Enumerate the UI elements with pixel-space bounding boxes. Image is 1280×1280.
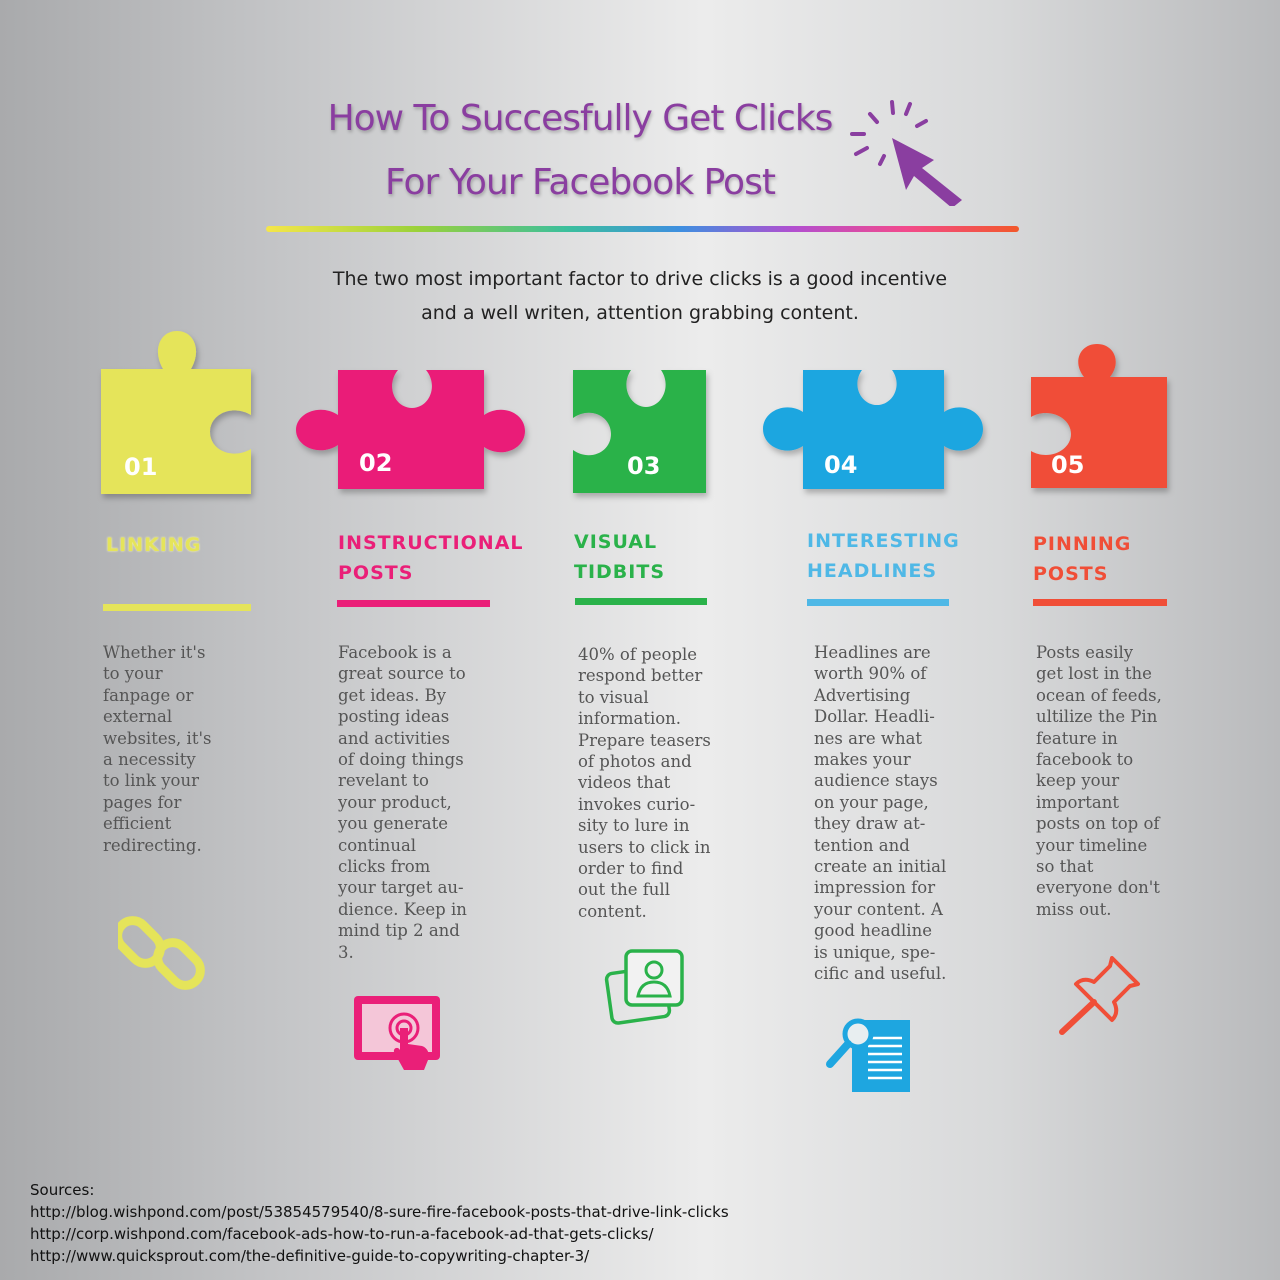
cursor-click-icon — [850, 100, 962, 206]
page-title-line-1: How To Succesfully Get Clicks — [327, 98, 834, 139]
tip-text-01: Whether it's to your fanpage or external… — [103, 643, 212, 855]
sources-block: Sources: http://blog.wishpond.com/post/5… — [30, 1179, 729, 1267]
puzzle-piece-03 — [573, 370, 706, 493]
source-link-3[interactable]: http://www.quicksprout.com/the-definitiv… — [30, 1247, 590, 1265]
source-link-2[interactable]: http://corp.wishpond.com/facebook-ads-ho… — [30, 1225, 654, 1243]
puzzle-piece-02 — [296, 370, 525, 489]
tip-text-04: Headlines are worth 90% of Advertising D… — [814, 643, 947, 984]
chain-link-icon — [118, 916, 205, 990]
tip-number-04: 04 — [824, 451, 857, 479]
puzzle-pieces: 01 02 03 04 05 — [101, 331, 1167, 494]
document-search-icon — [826, 1018, 910, 1092]
push-pin-icon — [1059, 956, 1140, 1035]
page-title-line-2: For Your Facebook Post — [385, 162, 776, 203]
tip-text-03: 40% of people respond better to visual i… — [578, 645, 711, 921]
tip-label-02: INSTRUCTIONAL POSTS — [338, 532, 524, 584]
tip-underline-05 — [1033, 599, 1167, 606]
puzzle-piece-01 — [101, 331, 251, 494]
puzzle-piece-04 — [763, 370, 983, 489]
tip-label-01: LINKING — [106, 534, 202, 556]
tip-underline-03 — [575, 598, 707, 605]
tip-label-05: PINNING POSTS — [1033, 533, 1132, 585]
tip-number-01: 01 — [124, 453, 157, 481]
tip-underline-01 — [103, 604, 251, 611]
intro-line-2: and a well writen, attention grabbing co… — [421, 302, 859, 324]
tip-number-02: 02 — [359, 449, 392, 477]
photo-profile-icon — [604, 949, 684, 1025]
tip-underline-02 — [337, 600, 490, 607]
intro-line-1: The two most important factor to drive c… — [332, 268, 948, 290]
sources-heading: Sources: — [30, 1181, 95, 1199]
intro-text: The two most important factor to drive c… — [290, 262, 990, 330]
tablet-touch-icon — [354, 996, 440, 1070]
puzzle-piece-05 — [1031, 344, 1167, 488]
tip-underline-04 — [807, 599, 949, 606]
tip-number-03: 03 — [627, 452, 660, 480]
tip-number-05: 05 — [1051, 451, 1084, 479]
tip-label-03: VISUAL TIDBITS — [574, 531, 665, 583]
source-link-1[interactable]: http://blog.wishpond.com/post/5385457954… — [30, 1203, 729, 1221]
rainbow-divider — [266, 226, 1019, 232]
tip-text-05: Posts easily get lost in the ocean of fe… — [1036, 643, 1162, 919]
tip-text-02: Facebook is a great source to get ideas.… — [338, 643, 467, 962]
tip-label-04: INTERESTING HEADLINES — [807, 530, 960, 582]
